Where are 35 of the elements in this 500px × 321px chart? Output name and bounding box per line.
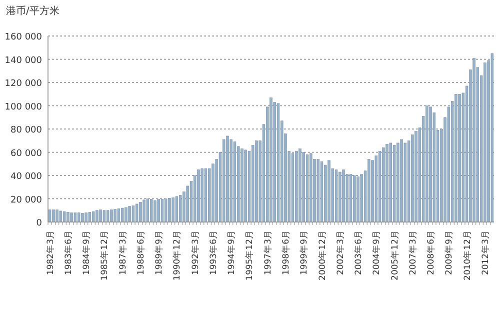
x-tick-label: 2005年12月 [389, 230, 400, 280]
x-tick-label: 1995年12月 [244, 230, 256, 280]
x-tick-label: 2008年6月 [426, 230, 437, 276]
x-tick-label: 1990年12月 [172, 230, 183, 280]
x-tick-label: 1993年6月 [208, 230, 219, 276]
x-tick-label: 1988年6月 [135, 230, 146, 276]
y-tick-label: 160 000 [4, 32, 42, 42]
x-tick-label: 2007年3月 [407, 230, 418, 276]
y-tick-label: 20 000 [10, 195, 42, 206]
x-tick-label: 2012年3月 [480, 230, 491, 276]
x-tick-label: 2002年3月 [334, 230, 346, 276]
x-tick-label: 2000年12月 [316, 230, 328, 280]
x-tick-label: 1999年9月 [298, 230, 310, 276]
y-tick-label: 140 000 [4, 56, 42, 66]
y-tick-label: 100 000 [4, 102, 42, 112]
x-tick-label: 1998年6月 [280, 230, 292, 276]
x-tick-label: 1983年6月 [62, 230, 74, 276]
y-tick-label: 60 000 [10, 148, 42, 159]
x-tick-label: 2009年9月 [444, 230, 455, 276]
x-tick-label: 1984年9月 [81, 230, 92, 276]
x-tick-label: 2010年12月 [462, 230, 473, 280]
x-tick-label: 1985年12月 [99, 230, 110, 280]
x-tick-label: 2003年6月 [353, 230, 364, 276]
x-tick-label: 1989年9月 [154, 230, 165, 276]
x-tick-label: 1997年3月 [262, 230, 274, 276]
y-tick-label: 0 [36, 218, 42, 228]
y-axis-title: 港币/平方米 [6, 5, 60, 17]
y-tick-label: 120 000 [4, 79, 42, 89]
x-tick-label: 1992年3月 [190, 230, 201, 276]
y-tick-label: 40 000 [10, 172, 42, 182]
x-tick-label: 1982年3月 [44, 230, 56, 276]
x-tick-label: 1987年3月 [117, 230, 128, 276]
x-tick-label: 1994年9月 [226, 230, 238, 276]
y-tick-label: 80 000 [10, 126, 42, 136]
x-tick-label: 2004年9月 [371, 230, 382, 276]
